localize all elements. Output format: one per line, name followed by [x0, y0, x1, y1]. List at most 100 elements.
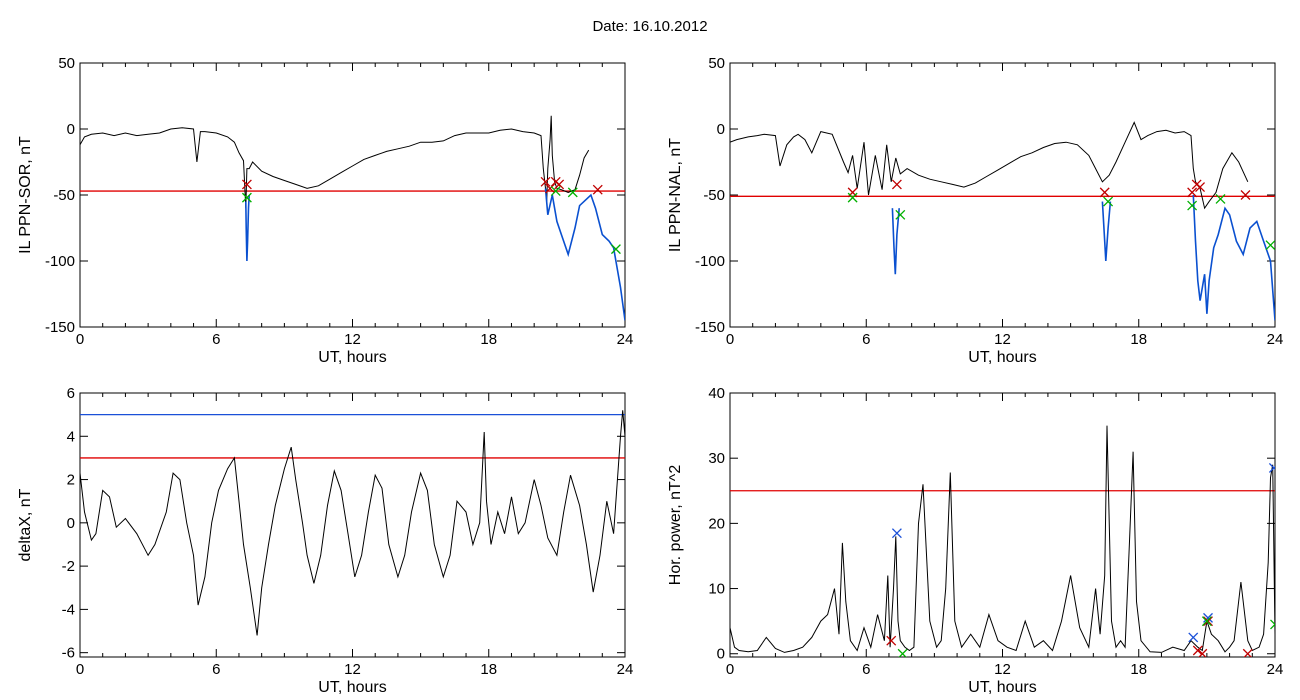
panel-ppn-sor: 0 6 12 18 24 -150 -100 -50 0 50 UT, hours IL PPN-SO… — [17, 55, 633, 366]
y-tick-label: 50 — [58, 55, 75, 72]
marker-green — [550, 186, 561, 196]
x-tick-label: 24 — [617, 331, 634, 348]
y-tick-label: -2 — [62, 558, 75, 575]
plot-data — [80, 410, 625, 636]
series-line — [544, 188, 625, 321]
x-tick-label: 12 — [994, 331, 1011, 348]
plot-frame — [729, 62, 1276, 328]
y-tick-label: 30 — [708, 450, 725, 467]
series-line — [730, 425, 1275, 653]
marker-green — [1187, 200, 1198, 211]
y-tick-label: 20 — [708, 515, 725, 532]
y-axis-label: Hor. power, nT^2 — [667, 465, 684, 586]
x-tick-label: 0 — [76, 331, 84, 348]
y-axis-label: IL PPN-NAL, nT — [667, 138, 684, 252]
marker-red — [1242, 648, 1253, 657]
figure-title: Date: 16.10.2012 — [592, 18, 708, 35]
series-line — [1101, 201, 1112, 262]
x-axis-label: UT, hours — [318, 349, 386, 366]
marker-green — [895, 209, 906, 220]
y-tick-label: 0 — [67, 515, 75, 532]
marker-green — [1201, 616, 1212, 627]
x-tick-label: 12 — [994, 661, 1011, 678]
series-line — [1192, 194, 1275, 321]
x-tick-label: 6 — [862, 661, 870, 678]
x-tick-label: 12 — [344, 331, 361, 348]
marker-blue — [1188, 632, 1199, 643]
x-tick-label: 18 — [480, 331, 497, 348]
y-tick-label: 40 — [708, 385, 725, 402]
marker-red — [545, 183, 556, 194]
y-tick-label: 10 — [708, 581, 725, 598]
plot-data — [80, 115, 625, 321]
marker-red — [886, 635, 897, 646]
plot-data — [730, 121, 1275, 321]
marker-red — [540, 176, 551, 187]
y-tick-label: 4 — [67, 428, 75, 445]
y-tick-label: 0 — [67, 121, 75, 138]
y-tick-label: -4 — [62, 601, 75, 618]
marker-blue — [891, 528, 902, 539]
x-axis-label: UT, hours — [318, 679, 386, 696]
marker-red — [592, 184, 603, 195]
y-tick-label: -6 — [62, 645, 75, 662]
plot-frame — [729, 392, 1276, 658]
x-tick-label: 0 — [76, 661, 84, 678]
y-axis-label: IL PPN-SOR, nT — [17, 136, 34, 254]
x-tick-label: 6 — [862, 331, 870, 348]
marker-green — [897, 648, 908, 657]
x-tick-label: 24 — [617, 661, 634, 678]
panel-ppn-nal: 0 6 12 18 24 -150 -100 -50 0 50 UT, hours IL PPN-NA… — [667, 55, 1283, 366]
y-tick-label: 50 — [708, 55, 725, 72]
marker-green — [1215, 194, 1226, 204]
y-tick-label: 2 — [67, 472, 75, 489]
marker-green — [1265, 240, 1275, 251]
x-tick-label: 6 — [212, 331, 220, 348]
marker-green — [1103, 196, 1114, 207]
marker-red — [1187, 187, 1198, 198]
series-line — [80, 115, 590, 209]
marker-blue — [1203, 612, 1213, 623]
y-tick-label: -100 — [695, 253, 725, 270]
series-line — [730, 121, 1249, 210]
y-tick-label: -150 — [45, 319, 75, 336]
marker-red — [1195, 182, 1206, 193]
series-line — [80, 410, 625, 636]
marker-red — [1203, 616, 1213, 627]
marker-red — [1192, 645, 1203, 656]
x-tick-label: 24 — [1267, 661, 1284, 678]
panel-hor-power: 0 6 12 18 24 0 10 20 30 40 UT, hours Hor. power, nT… — [667, 385, 1283, 696]
marker-red — [1099, 187, 1110, 198]
y-tick-label: -100 — [45, 253, 75, 270]
y-axis-label: deltaX, nT — [17, 488, 34, 561]
plot-frame — [79, 62, 626, 328]
y-tick-label: -50 — [53, 187, 75, 204]
x-tick-label: 18 — [480, 661, 497, 678]
series-line — [245, 194, 250, 262]
marker-green — [610, 244, 621, 255]
marker-blue — [1268, 463, 1275, 473]
y-tick-label: 6 — [67, 385, 75, 402]
x-tick-label: 0 — [726, 661, 734, 678]
y-tick-label: 0 — [717, 121, 725, 138]
marker-red — [891, 179, 902, 190]
marker-green — [847, 192, 858, 203]
marker-red — [554, 179, 565, 190]
x-tick-label: 18 — [1130, 331, 1147, 348]
plot-data — [730, 425, 1275, 657]
marker-green — [567, 187, 578, 198]
x-tick-label: 0 — [726, 331, 734, 348]
x-axis-label: UT, hours — [968, 349, 1036, 366]
x-tick-label: 24 — [1267, 331, 1284, 348]
marker-red — [847, 187, 858, 198]
marker-red — [1240, 190, 1251, 200]
x-tick-label: 12 — [344, 661, 361, 678]
marker-red — [241, 179, 252, 190]
x-axis-label: UT, hours — [968, 679, 1036, 696]
x-tick-label: 18 — [1130, 661, 1147, 678]
x-tick-label: 6 — [212, 661, 220, 678]
y-tick-label: -150 — [695, 319, 725, 336]
marker-green — [241, 192, 252, 203]
